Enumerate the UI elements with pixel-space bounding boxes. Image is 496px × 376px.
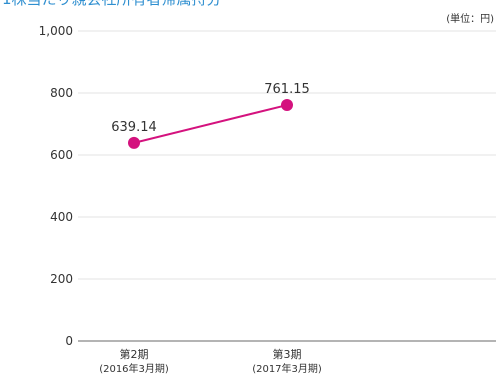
data-point <box>128 136 140 149</box>
y-tick-label: 0 <box>65 334 73 348</box>
x-category-label: 第2期 <box>120 347 149 361</box>
x-axis-category-labels: 第2期(2016年3月期) 第3期(2017年3月期) <box>99 347 322 375</box>
data-label: 761.15 <box>264 82 310 97</box>
y-tick-label: 400 <box>50 210 73 224</box>
gridlines <box>78 30 496 280</box>
data-label: 639.14 <box>111 120 157 135</box>
unit-label: (単位：円) <box>446 12 494 25</box>
y-tick-label: 200 <box>50 272 73 286</box>
data-point <box>281 99 293 112</box>
y-tick-label: 800 <box>50 86 73 100</box>
series-line <box>133 104 288 144</box>
data-labels: 639.14 761.15 <box>111 82 310 135</box>
series-pink <box>128 99 293 149</box>
x-category-sublabel: (2016年3月期) <box>99 362 169 375</box>
chart-title: 1株当たり親会社所有者帰属持分 <box>2 0 222 8</box>
x-category-sublabel: (2017年3月期) <box>252 362 322 375</box>
x-category-label: 第3期 <box>273 347 302 361</box>
chart-title-group: 1株当たり親会社所有者帰属持分 <box>2 0 222 8</box>
y-tick-label: 600 <box>50 148 73 162</box>
y-axis-tick-labels: 0 200 400 600 800 1,000 <box>39 24 73 348</box>
y-tick-label: 1,000 <box>39 24 73 38</box>
